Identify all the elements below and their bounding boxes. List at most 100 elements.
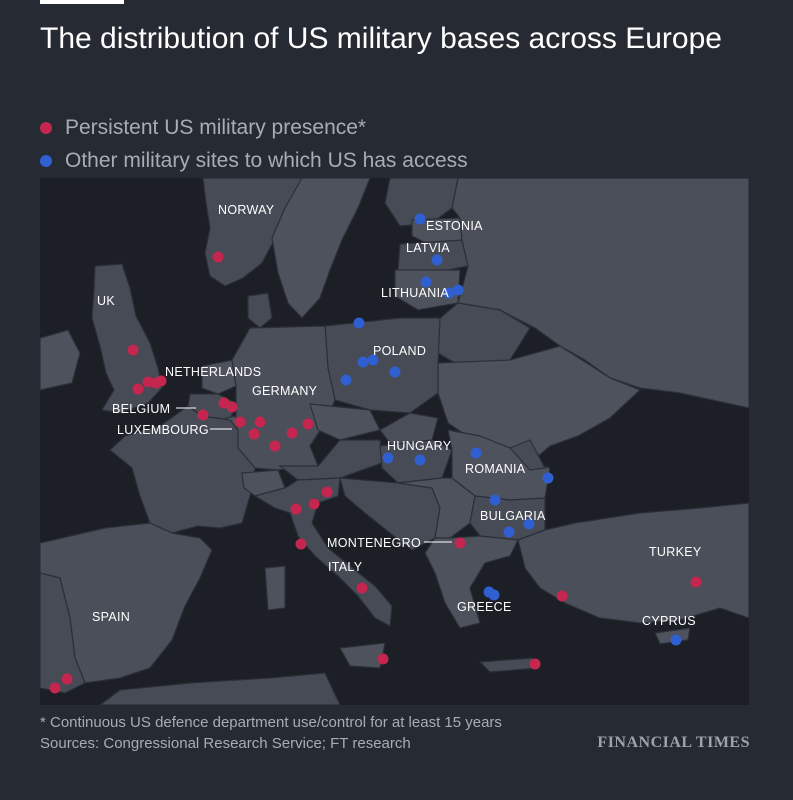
- site-marker-persistent[interactable]: [49, 682, 61, 694]
- blue-dot-icon: [40, 154, 52, 167]
- land-netherlands: [201, 359, 237, 395]
- black-sea: [550, 410, 735, 516]
- label-uk: UK: [97, 294, 115, 308]
- site-marker-persistent[interactable]: [321, 486, 333, 498]
- site-marker-other[interactable]: [353, 317, 365, 329]
- label-turkey: TURKEY: [649, 545, 702, 559]
- red-dot-icon: [40, 121, 52, 134]
- other-sites: [340, 213, 682, 646]
- label-romania: ROMANIA: [465, 462, 526, 476]
- land-czechia: [309, 403, 381, 441]
- site-marker-other[interactable]: [670, 634, 682, 646]
- land-ukraine: [437, 345, 642, 464]
- site-marker-persistent[interactable]: [61, 673, 73, 685]
- site-marker-persistent[interactable]: [132, 383, 144, 395]
- label-belgium: BELGIUM: [112, 402, 170, 416]
- site-marker-persistent[interactable]: [308, 498, 320, 510]
- label-netherlands: NETHERLANDS: [165, 365, 261, 379]
- site-marker-persistent[interactable]: [254, 416, 266, 428]
- label-greece: GREECE: [457, 600, 512, 614]
- land-greece: [424, 535, 519, 629]
- label-spain: SPAIN: [92, 610, 130, 624]
- site-marker-persistent[interactable]: [290, 503, 302, 515]
- site-marker-other[interactable]: [523, 518, 535, 530]
- site-marker-persistent[interactable]: [356, 582, 368, 594]
- land-moldova: [508, 439, 546, 471]
- site-marker-other[interactable]: [443, 287, 455, 299]
- persistent-sites: [49, 251, 702, 694]
- page-title: The distribution of US military bases ac…: [40, 22, 722, 55]
- site-marker-persistent[interactable]: [234, 416, 246, 428]
- land-sardinia: [264, 565, 286, 611]
- label-hungary: HUNGARY: [387, 439, 452, 453]
- footnote: * Continuous US defence department use/c…: [40, 714, 502, 731]
- legend-label-other: Other military sites to which US has acc…: [65, 148, 468, 172]
- label-norway: NORWAY: [218, 203, 275, 217]
- site-marker-other[interactable]: [340, 374, 352, 386]
- label-montenegro: MONTENEGRO: [327, 536, 421, 550]
- label-latvia: LATVIA: [406, 241, 450, 255]
- site-marker-persistent[interactable]: [377, 653, 389, 665]
- site-marker-other[interactable]: [489, 494, 501, 506]
- label-lithuania: LITHUANIA: [381, 286, 449, 300]
- site-marker-persistent[interactable]: [529, 658, 541, 670]
- land-poland: [324, 317, 441, 414]
- label-germany: GERMANY: [252, 384, 318, 398]
- site-marker-other[interactable]: [488, 589, 500, 601]
- land-north-africa: [99, 672, 341, 705]
- land-sweden: [271, 178, 371, 319]
- legend: Persistent US military presence* Other m…: [40, 111, 468, 177]
- site-marker-other[interactable]: [357, 356, 369, 368]
- land-portugal: [40, 572, 86, 694]
- site-marker-other[interactable]: [382, 452, 394, 464]
- site-marker-persistent[interactable]: [155, 375, 167, 387]
- site-marker-persistent[interactable]: [269, 440, 281, 452]
- site-marker-other[interactable]: [470, 447, 482, 459]
- site-marker-other[interactable]: [414, 454, 426, 466]
- site-marker-other[interactable]: [452, 284, 464, 296]
- legend-label-persistent: Persistent US military presence*: [65, 115, 367, 139]
- site-marker-persistent[interactable]: [286, 427, 298, 439]
- footnote-block: * Continuous US defence department use/c…: [40, 712, 502, 754]
- ft-logo: FINANCIAL TIMES: [597, 734, 750, 751]
- land-denmark: [247, 292, 273, 329]
- land-russia: [451, 178, 749, 409]
- site-marker-persistent[interactable]: [142, 376, 154, 388]
- site-marker-other[interactable]: [389, 366, 401, 378]
- label-cyprus: CYPRUS: [642, 614, 696, 628]
- site-marker-other[interactable]: [542, 472, 554, 484]
- site-marker-other[interactable]: [431, 254, 443, 266]
- land-lithuania: [394, 269, 461, 311]
- site-marker-persistent[interactable]: [302, 418, 314, 430]
- site-marker-persistent[interactable]: [212, 251, 224, 263]
- site-marker-persistent[interactable]: [127, 344, 139, 356]
- europe-map[interactable]: NORWAY ESTONIA LATVIA LITHUANIA UK POLAN…: [40, 178, 749, 705]
- label-bulgaria: BULGARIA: [480, 509, 546, 523]
- land-latvia: [397, 239, 469, 273]
- site-marker-persistent[interactable]: [248, 428, 260, 440]
- site-marker-persistent[interactable]: [690, 576, 702, 588]
- label-italy: ITALY: [328, 560, 363, 574]
- site-marker-other[interactable]: [503, 526, 515, 538]
- legend-item-persistent: Persistent US military presence*: [40, 111, 468, 144]
- site-marker-other[interactable]: [414, 213, 426, 225]
- site-marker-persistent[interactable]: [226, 401, 238, 413]
- land-serbia: [397, 477, 476, 539]
- site-marker-other[interactable]: [420, 276, 432, 288]
- leader-lines: [176, 407, 452, 543]
- site-marker-persistent[interactable]: [454, 537, 466, 549]
- site-marker-persistent[interactable]: [197, 409, 209, 421]
- label-poland: POLAND: [373, 344, 426, 358]
- label-estonia: ESTONIA: [426, 219, 483, 233]
- land-sicily: [339, 642, 386, 669]
- land-turkey: [517, 502, 749, 624]
- site-marker-persistent[interactable]: [295, 538, 307, 550]
- land-slovakia: [379, 412, 439, 447]
- site-marker-other[interactable]: [367, 354, 379, 366]
- legend-item-other: Other military sites to which US has acc…: [40, 144, 468, 177]
- label-luxembourg: LUXEMBOURG: [117, 423, 209, 437]
- sources: Sources: Congressional Research Service;…: [40, 735, 411, 752]
- land-ireland: [40, 329, 81, 391]
- land-uk: [91, 263, 163, 414]
- site-marker-persistent[interactable]: [556, 590, 568, 602]
